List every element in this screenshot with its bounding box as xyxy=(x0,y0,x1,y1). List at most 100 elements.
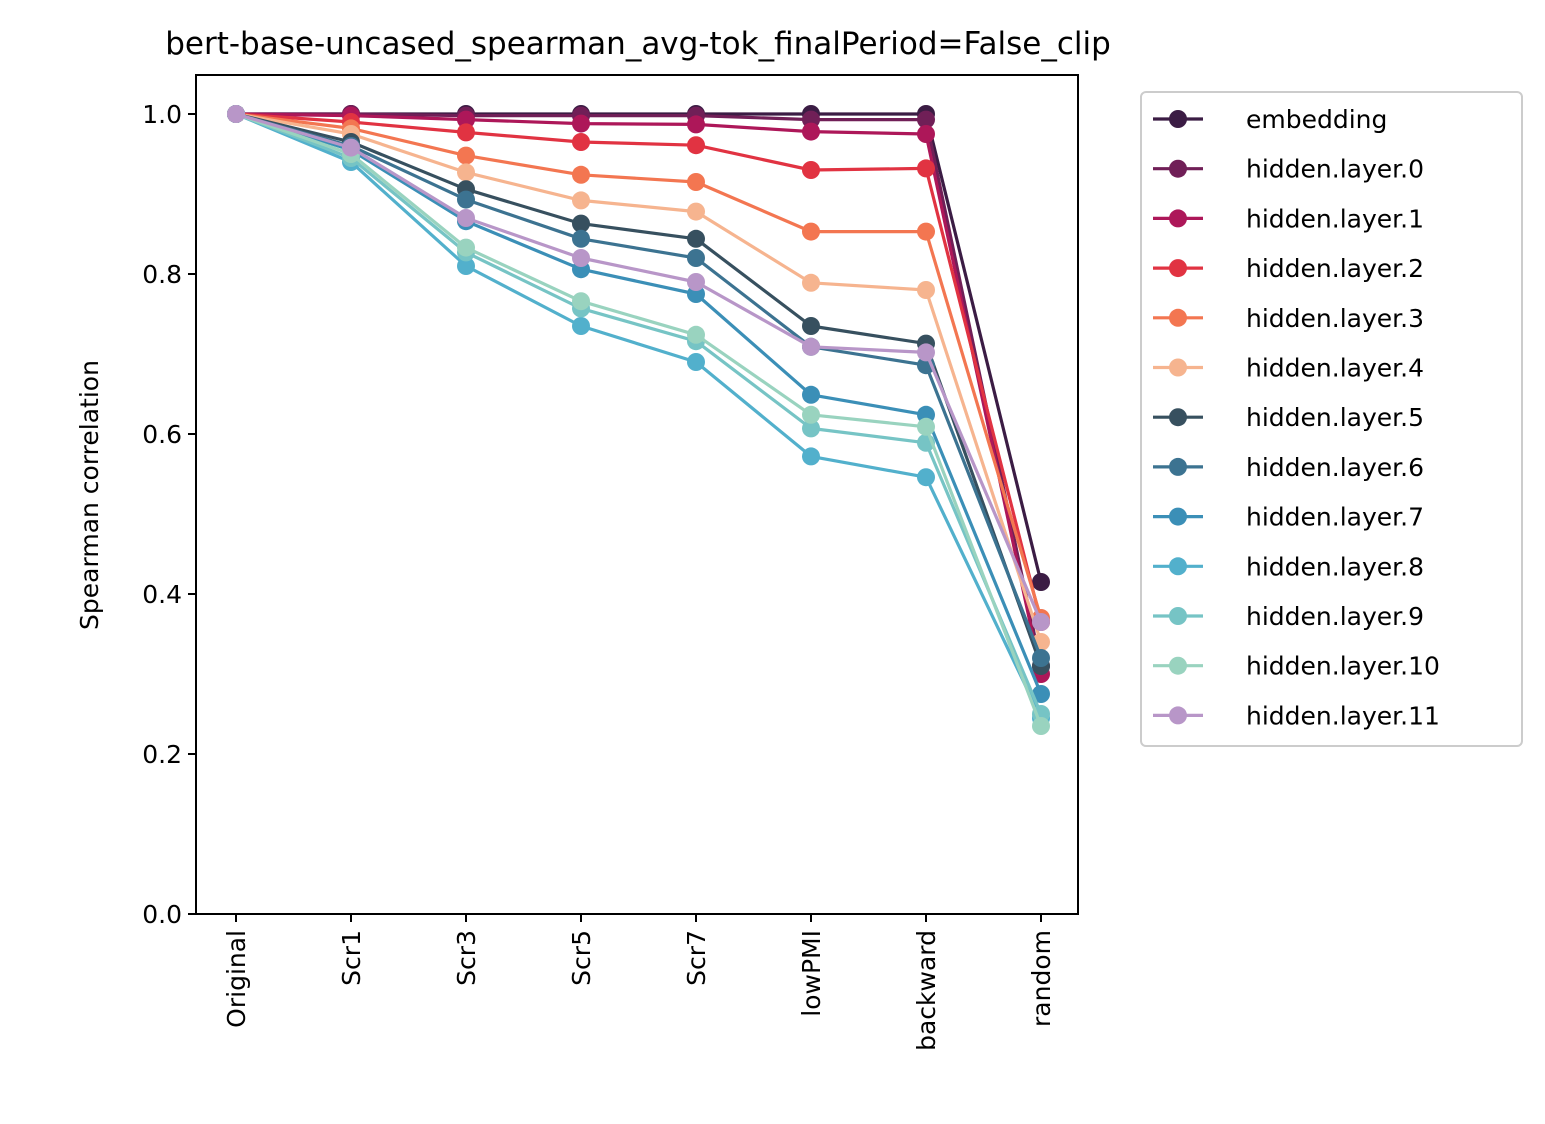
series-hidden-layer-0 xyxy=(227,105,1050,675)
legend-marker xyxy=(1169,209,1187,228)
series-hidden-layer-2 xyxy=(227,105,1050,631)
data-point xyxy=(687,273,705,291)
legend-item: hidden.layer.2 xyxy=(1153,254,1424,283)
data-point xyxy=(1032,649,1050,667)
data-point xyxy=(802,405,820,424)
legend-item: hidden.layer.0 xyxy=(1153,155,1424,184)
data-point xyxy=(227,105,245,123)
legend-frame xyxy=(1140,91,1523,747)
legend-label: hidden.layer.6 xyxy=(1246,453,1424,482)
data-point xyxy=(342,138,360,157)
data-point xyxy=(802,385,820,404)
x-tick-label: Scr7 xyxy=(682,930,711,986)
legend-item: hidden.layer.1 xyxy=(1153,204,1424,233)
data-point xyxy=(1032,685,1050,703)
legend-label: hidden.layer.4 xyxy=(1246,354,1424,383)
data-point xyxy=(1032,573,1050,591)
data-point xyxy=(687,173,705,191)
series-line xyxy=(235,112,1043,623)
y-tick-label: 0.0 xyxy=(142,900,182,929)
data-point xyxy=(572,191,590,210)
legend-item: hidden.layer.5 xyxy=(1153,403,1424,432)
data-point xyxy=(572,165,590,184)
data-point xyxy=(572,114,590,133)
y-tick-label: 1.0 xyxy=(142,100,182,129)
legend-item: embedding xyxy=(1153,105,1387,134)
legend-item: hidden.layer.9 xyxy=(1153,602,1424,631)
legend-item: hidden.layer.8 xyxy=(1153,552,1424,581)
data-point xyxy=(687,249,705,267)
data-point xyxy=(917,159,935,178)
x-tick-label: Original xyxy=(222,930,251,1028)
legend-label: hidden.layer.10 xyxy=(1246,652,1440,681)
legend: embedding hidden.layer.0 hidden.layer.1 hid… xyxy=(1140,91,1523,747)
legend-label: hidden.layer.2 xyxy=(1246,254,1424,283)
data-point xyxy=(917,281,935,299)
data-point xyxy=(917,468,935,487)
series-hidden-layer-1 xyxy=(227,105,1050,683)
y-axis: 0.0 0.2 0.4 0.6 0.8 1.0 xyxy=(142,100,196,929)
legend-marker xyxy=(1169,110,1187,128)
legend-marker xyxy=(1169,607,1187,625)
series-line xyxy=(235,112,1043,675)
series-line xyxy=(235,112,1043,727)
data-point xyxy=(1032,613,1050,631)
data-point xyxy=(457,146,475,165)
data-point xyxy=(572,249,590,267)
legend-label: hidden.layer.8 xyxy=(1246,552,1424,581)
y-tick-label: 0.6 xyxy=(142,420,182,449)
x-tick-label: random xyxy=(1027,930,1056,1027)
data-point xyxy=(802,222,820,241)
y-tick-label: 0.4 xyxy=(142,580,182,609)
series-line xyxy=(235,112,1043,719)
legend-item: hidden.layer.7 xyxy=(1153,503,1424,532)
data-point xyxy=(802,337,820,356)
legend-item: hidden.layer.4 xyxy=(1153,354,1424,383)
plot-frame xyxy=(195,74,1079,915)
data-point xyxy=(917,222,935,241)
data-point xyxy=(802,419,820,438)
data-point xyxy=(917,417,935,436)
series-hidden-layer-10 xyxy=(227,105,1050,735)
data-point xyxy=(457,209,475,227)
series-hidden-layer-6 xyxy=(227,105,1050,667)
data-point xyxy=(687,202,705,221)
data-point xyxy=(572,317,590,335)
data-point xyxy=(687,229,705,248)
series-hidden-layer-11 xyxy=(227,105,1050,631)
plot-area xyxy=(227,105,1050,735)
legend-label: hidden.layer.7 xyxy=(1246,503,1424,532)
data-point xyxy=(687,115,705,134)
legend-marker xyxy=(1169,706,1187,725)
legend-label: embedding xyxy=(1246,105,1387,134)
series-hidden-layer-7 xyxy=(227,105,1050,703)
data-point xyxy=(917,110,935,129)
series-line xyxy=(235,112,1043,667)
data-point xyxy=(457,238,475,257)
data-point xyxy=(572,229,590,248)
legend-label: hidden.layer.5 xyxy=(1246,403,1424,432)
x-axis: Original Scr1 Scr3 Scr5 Scr7 lowPMI backward ra… xyxy=(222,914,1056,1051)
data-point xyxy=(917,343,935,362)
legend-label: hidden.layer.1 xyxy=(1246,204,1424,233)
data-point xyxy=(802,273,820,292)
legend-marker xyxy=(1169,656,1187,675)
legend-marker xyxy=(1169,507,1187,526)
data-point xyxy=(687,136,705,155)
x-tick-label: backward xyxy=(912,930,941,1051)
series-hidden-layer-5 xyxy=(227,105,1050,675)
legend-marker xyxy=(1169,358,1187,377)
legend-marker xyxy=(1169,408,1187,427)
legend-item: hidden.layer.10 xyxy=(1153,652,1440,681)
data-point xyxy=(457,110,475,129)
legend-marker xyxy=(1169,557,1187,576)
data-point xyxy=(802,122,820,141)
legend-marker xyxy=(1169,159,1187,178)
data-point xyxy=(457,257,475,275)
legend-label: hidden.layer.3 xyxy=(1246,304,1424,333)
data-point xyxy=(1032,717,1050,735)
y-tick-label: 0.2 xyxy=(142,740,182,769)
legend-item: hidden.layer.3 xyxy=(1153,304,1424,333)
data-point xyxy=(572,292,590,311)
